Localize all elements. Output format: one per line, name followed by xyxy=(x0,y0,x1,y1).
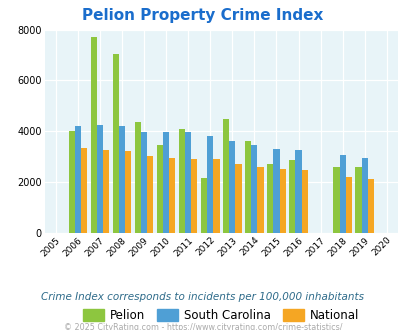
Bar xyxy=(191,159,197,233)
Bar xyxy=(81,148,87,233)
Bar xyxy=(179,129,185,233)
Bar xyxy=(141,132,147,233)
Bar xyxy=(266,164,273,233)
Text: Pelion Property Crime Index: Pelion Property Crime Index xyxy=(82,8,323,23)
Bar xyxy=(200,178,207,233)
Bar xyxy=(185,132,191,233)
Bar xyxy=(75,126,81,233)
Bar xyxy=(125,151,131,233)
Bar xyxy=(103,150,109,233)
Legend: Pelion, South Carolina, National: Pelion, South Carolina, National xyxy=(79,306,362,326)
Bar xyxy=(301,170,307,233)
Bar xyxy=(169,158,175,233)
Bar xyxy=(361,158,367,233)
Bar xyxy=(147,156,153,233)
Bar xyxy=(222,119,229,233)
Bar xyxy=(245,141,251,233)
Bar xyxy=(235,164,241,233)
Bar xyxy=(333,167,339,233)
Bar xyxy=(112,54,119,233)
Bar xyxy=(119,126,125,233)
Bar xyxy=(279,170,285,233)
Bar xyxy=(213,159,219,233)
Bar xyxy=(367,180,373,233)
Bar xyxy=(207,136,213,233)
Bar xyxy=(295,150,301,233)
Bar xyxy=(355,167,361,233)
Bar xyxy=(90,37,96,233)
Bar xyxy=(273,149,279,233)
Bar xyxy=(134,121,141,233)
Bar xyxy=(251,145,257,233)
Bar xyxy=(288,160,295,233)
Bar xyxy=(345,177,351,233)
Text: © 2025 CityRating.com - https://www.cityrating.com/crime-statistics/: © 2025 CityRating.com - https://www.city… xyxy=(64,323,341,330)
Bar xyxy=(156,145,162,233)
Bar xyxy=(68,131,75,233)
Bar xyxy=(257,167,263,233)
Bar xyxy=(96,125,103,233)
Bar xyxy=(229,141,235,233)
Bar xyxy=(339,155,345,233)
Bar xyxy=(162,132,169,233)
Text: Crime Index corresponds to incidents per 100,000 inhabitants: Crime Index corresponds to incidents per… xyxy=(41,292,364,302)
